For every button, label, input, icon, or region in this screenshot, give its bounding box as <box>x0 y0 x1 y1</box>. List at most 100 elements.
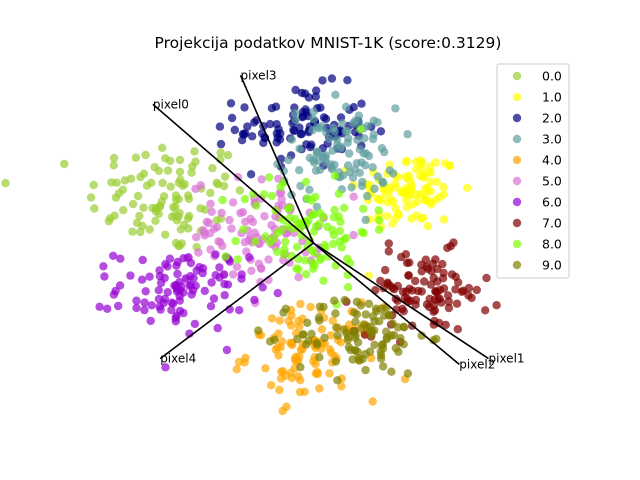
scatter-point <box>183 214 193 223</box>
scatter-point <box>426 168 435 177</box>
scatter-point <box>417 267 426 276</box>
scatter-point <box>426 280 436 289</box>
scatter-point <box>272 247 282 256</box>
scatter-point <box>274 125 283 134</box>
scatter-point <box>302 140 311 149</box>
scatter-point <box>404 271 413 280</box>
scatter-point <box>186 280 195 289</box>
scatter-point <box>116 254 125 263</box>
scatter-point <box>167 305 176 315</box>
series-1-0 <box>341 156 472 280</box>
scatter-point <box>347 183 356 192</box>
legend-label: 0.0 <box>542 69 562 84</box>
scatter-point <box>403 369 413 378</box>
scatter-point <box>416 190 425 199</box>
scatter-point <box>301 105 310 114</box>
scatter-point <box>265 238 275 247</box>
scatter-point <box>431 255 440 264</box>
scatter-point <box>355 145 365 154</box>
scatter-point <box>312 86 321 95</box>
scatter-point <box>284 204 293 213</box>
scatter-point <box>265 119 275 129</box>
scatter-point <box>215 273 224 282</box>
scatter-point <box>430 316 439 326</box>
scatter-point <box>343 76 352 85</box>
scatter-point <box>325 134 334 143</box>
scatter-point <box>291 85 300 95</box>
scatter-point <box>314 313 324 322</box>
scatter-point <box>281 237 290 246</box>
scatter-point <box>211 250 220 259</box>
scatter-point <box>328 225 337 235</box>
scatter-point <box>330 171 340 180</box>
scatter-point <box>472 285 481 295</box>
feature-label-pixel4: pixel4 <box>160 352 196 366</box>
scatter-point <box>449 238 458 247</box>
scatter-point <box>223 151 233 160</box>
scatter-point <box>200 286 209 296</box>
scatter-point <box>191 184 200 194</box>
scatter-point <box>154 166 164 176</box>
scatter-point <box>218 241 227 251</box>
scatter-point <box>275 316 284 325</box>
scatter-point <box>196 204 205 213</box>
scatter-point <box>352 297 362 306</box>
scatter-point <box>389 169 398 178</box>
feature-arrow-pixel1 <box>312 242 489 360</box>
scatter-point <box>363 191 372 201</box>
scatter-point <box>234 357 244 367</box>
scatter-point <box>293 242 302 251</box>
scatter-point <box>376 276 385 286</box>
scatter-point <box>441 320 450 330</box>
scatter-point <box>296 363 305 372</box>
scatter-point <box>86 193 96 202</box>
scatter-point <box>296 299 305 309</box>
scatter-point <box>212 223 222 232</box>
scatter-point <box>411 295 421 305</box>
scatter-point <box>128 227 137 236</box>
scatter-point <box>328 123 338 133</box>
scatter-point <box>237 270 246 279</box>
scatter-point <box>353 347 362 357</box>
scatter-point <box>368 163 377 172</box>
scatter-point <box>356 125 365 134</box>
legend-marker <box>512 218 522 228</box>
scatter-point <box>333 331 342 340</box>
scatter-point <box>95 302 104 311</box>
scatter-point <box>374 195 384 204</box>
scatter-point <box>492 301 501 310</box>
scatter-point <box>343 335 353 345</box>
scatter-point <box>312 148 321 157</box>
scatter-point <box>377 304 386 313</box>
scatter-point <box>100 272 109 281</box>
feature-label-pixel2: pixel2 <box>459 357 495 371</box>
scatter-point <box>315 302 325 311</box>
scatter-point <box>232 262 242 271</box>
scatter-point <box>303 318 312 327</box>
scatter-point <box>135 211 144 221</box>
scatter-point <box>190 319 200 329</box>
scatter-point <box>326 160 335 169</box>
scatter-point <box>206 199 215 208</box>
scatter-point <box>275 135 285 144</box>
scatter-point <box>386 331 396 340</box>
scatter-point <box>422 183 432 192</box>
scatter-point <box>429 273 438 282</box>
scatter-point <box>247 266 256 275</box>
scatter-point <box>287 373 297 383</box>
scatter-point <box>445 161 454 171</box>
scatter-point <box>103 304 112 313</box>
legend-marker <box>512 197 522 207</box>
scatter-point <box>438 259 447 269</box>
scatter-point <box>90 204 99 213</box>
scatter-point <box>374 225 384 234</box>
scatter-point <box>402 172 411 181</box>
scatter-point <box>217 208 226 218</box>
scatter-point <box>420 277 429 286</box>
scatter-point <box>341 127 350 136</box>
scatter-point <box>376 127 386 136</box>
scatter-point <box>350 308 359 317</box>
scatter-point <box>417 287 426 296</box>
scatter-point <box>273 228 282 238</box>
